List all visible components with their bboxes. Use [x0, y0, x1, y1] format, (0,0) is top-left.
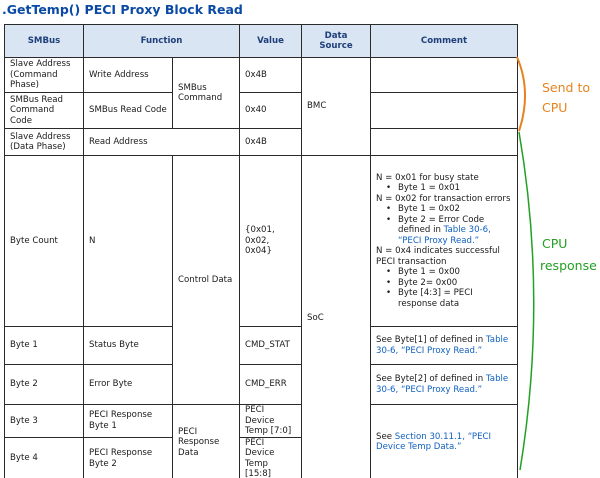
header-value: Value	[239, 24, 303, 58]
value-cell: CMD_ERR	[239, 364, 303, 405]
value-line: 0x04}	[245, 246, 272, 257]
function-group-peci-response-data: PECI Response Data	[171, 404, 241, 478]
table-row: Byte Count N Control Data {0x01, 0x02, 0…	[4, 155, 519, 478]
function-cell: SMBus Read Code	[83, 92, 173, 129]
bullet-item: Byte 2= 0x00	[376, 278, 512, 289]
send-to-cpu-label-line2: CPU	[542, 100, 568, 115]
function-cell: Write Address	[83, 57, 173, 93]
comment-cell	[370, 92, 519, 129]
comment-text: See	[376, 431, 395, 442]
header-data-source: Data Source	[301, 24, 372, 58]
send-to-cpu-bracket	[516, 56, 527, 132]
smbus-cell: Byte Count	[4, 155, 84, 327]
comment-line: N = 0x4 indicates successful PECI transa…	[376, 246, 500, 267]
smbus-cell: Byte 4	[4, 436, 84, 478]
value-line: {0x01,	[245, 225, 275, 236]
comment-text: See Byte[2] of defined in	[376, 374, 486, 384]
header-smbus: SMBus	[4, 24, 84, 58]
bullet-list: Byte 1 = 0x00 Byte 2= 0x00 Byte [4:3] = …	[376, 267, 512, 309]
value-cell: 0x4B	[239, 57, 303, 93]
bullet-list: Byte 1 = 0x01	[376, 183, 512, 194]
smbus-cell: Byte 1	[4, 326, 84, 365]
table-row: Byte 2 Error Byte CMD_ERR See Byte[2] of…	[4, 364, 519, 405]
table-row: Slave Address (Data Phase) Read Address …	[4, 128, 519, 156]
header-function: Function	[82, 24, 241, 58]
page-title: .GetTemp() PECI Proxy Block Read	[2, 2, 243, 17]
bullet-item: Byte 1 = 0x00	[376, 267, 512, 278]
comment-cell: See Section 30.11.1, “PECI Device Temp D…	[370, 404, 519, 478]
cpu-response-bracket	[518, 131, 535, 471]
value-cell: 0x4B	[239, 128, 303, 156]
section-30-11-1-link[interactable]: Section 30.11.1, “PECI Device Temp Data.…	[376, 431, 492, 453]
function-cell: PECI Response Byte 2	[83, 436, 173, 478]
data-source-bmc: BMC	[301, 57, 372, 156]
smbus-cell: Slave Address (Command Phase)	[4, 57, 84, 93]
bullet-list: Byte 1 = 0x02 Byte 2 = Error Code define…	[376, 204, 512, 246]
value-cell: PECI Device Temp [15:8]	[239, 436, 303, 478]
value-cell: PECI Device Temp [7:0]	[239, 404, 303, 438]
table-row: SMBus Read Command Code SMBus Read Code …	[4, 92, 519, 129]
comment-cell	[370, 128, 519, 156]
comment-line: N = 0x02 for transaction errors	[376, 193, 511, 204]
table-header-row: SMBus Function Value Data Source Comment	[4, 24, 519, 58]
cpu-response-label-line1: CPU	[542, 236, 568, 251]
comment-line: N = 0x01 for busy state	[376, 172, 479, 183]
bullet-item: Byte 1 = 0x01	[376, 183, 512, 194]
function-group-smbus-command: SMBus Command	[171, 57, 241, 129]
value-cell: {0x01, 0x02, 0x04}	[239, 155, 303, 327]
function-cell: PECI Response Byte 1	[83, 404, 173, 438]
function-group-control-data: Control Data	[171, 155, 241, 405]
table-row: Byte 1 Status Byte CMD_STAT See Byte[1] …	[4, 326, 519, 365]
value-cell: 0x40	[239, 92, 303, 129]
bullet-item: Byte [4:3] = PECI response data	[376, 288, 512, 309]
comment-cell	[370, 57, 519, 93]
cpu-response-label-line2: response	[540, 258, 597, 273]
peci-proxy-block-read-table: SMBus Function Value Data Source Comment…	[4, 24, 519, 478]
table-30-6-link[interactable]: Table 30-6, “PECI Proxy Read.”	[376, 374, 509, 395]
smbus-cell: SMBus Read Command Code	[4, 92, 84, 129]
table-row: Byte 3 PECI Response Byte 1 PECI Respons…	[4, 404, 519, 478]
function-cell: Error Byte	[83, 364, 173, 405]
bullet-item: Byte 2 = Error Code defined in Table 30-…	[376, 215, 512, 247]
table-30-6-link[interactable]: Table 30-6, “PECI Proxy Read.”	[376, 335, 509, 356]
comment-cell: See Byte[1] of defined in Table 30-6, “P…	[370, 326, 519, 365]
smbus-cell: Slave Address (Data Phase)	[4, 128, 84, 156]
comment-text: See Byte[1] of defined in	[376, 335, 486, 345]
data-source-soc: SoC	[301, 155, 372, 478]
function-cell: Status Byte	[83, 326, 173, 365]
smbus-cell: Byte 3	[4, 404, 84, 438]
send-to-cpu-label-line1: Send to	[542, 80, 591, 95]
table-30-6-link[interactable]: Table 30-6, “PECI Proxy Read.”	[398, 225, 491, 246]
function-cell: Read Address	[82, 128, 241, 156]
bullet-text: Byte 2 = Error Code defined in	[398, 214, 485, 236]
value-cell: CMD_STAT	[239, 326, 303, 365]
header-comment: Comment	[370, 24, 519, 58]
value-line: 0x02,	[245, 235, 270, 246]
smbus-cell: Byte 2	[4, 364, 84, 405]
function-cell: N	[83, 155, 173, 327]
comment-cell: N = 0x01 for busy state Byte 1 = 0x01 N …	[370, 155, 519, 327]
comment-cell: See Byte[2] of defined in Table 30-6, “P…	[370, 364, 519, 405]
table-row: Slave Address (Command Phase) Write Addr…	[4, 57, 519, 156]
bullet-item: Byte 1 = 0x02	[376, 204, 512, 215]
table-row: Byte 4 PECI Response Byte 2 PECI Device …	[4, 436, 518, 478]
